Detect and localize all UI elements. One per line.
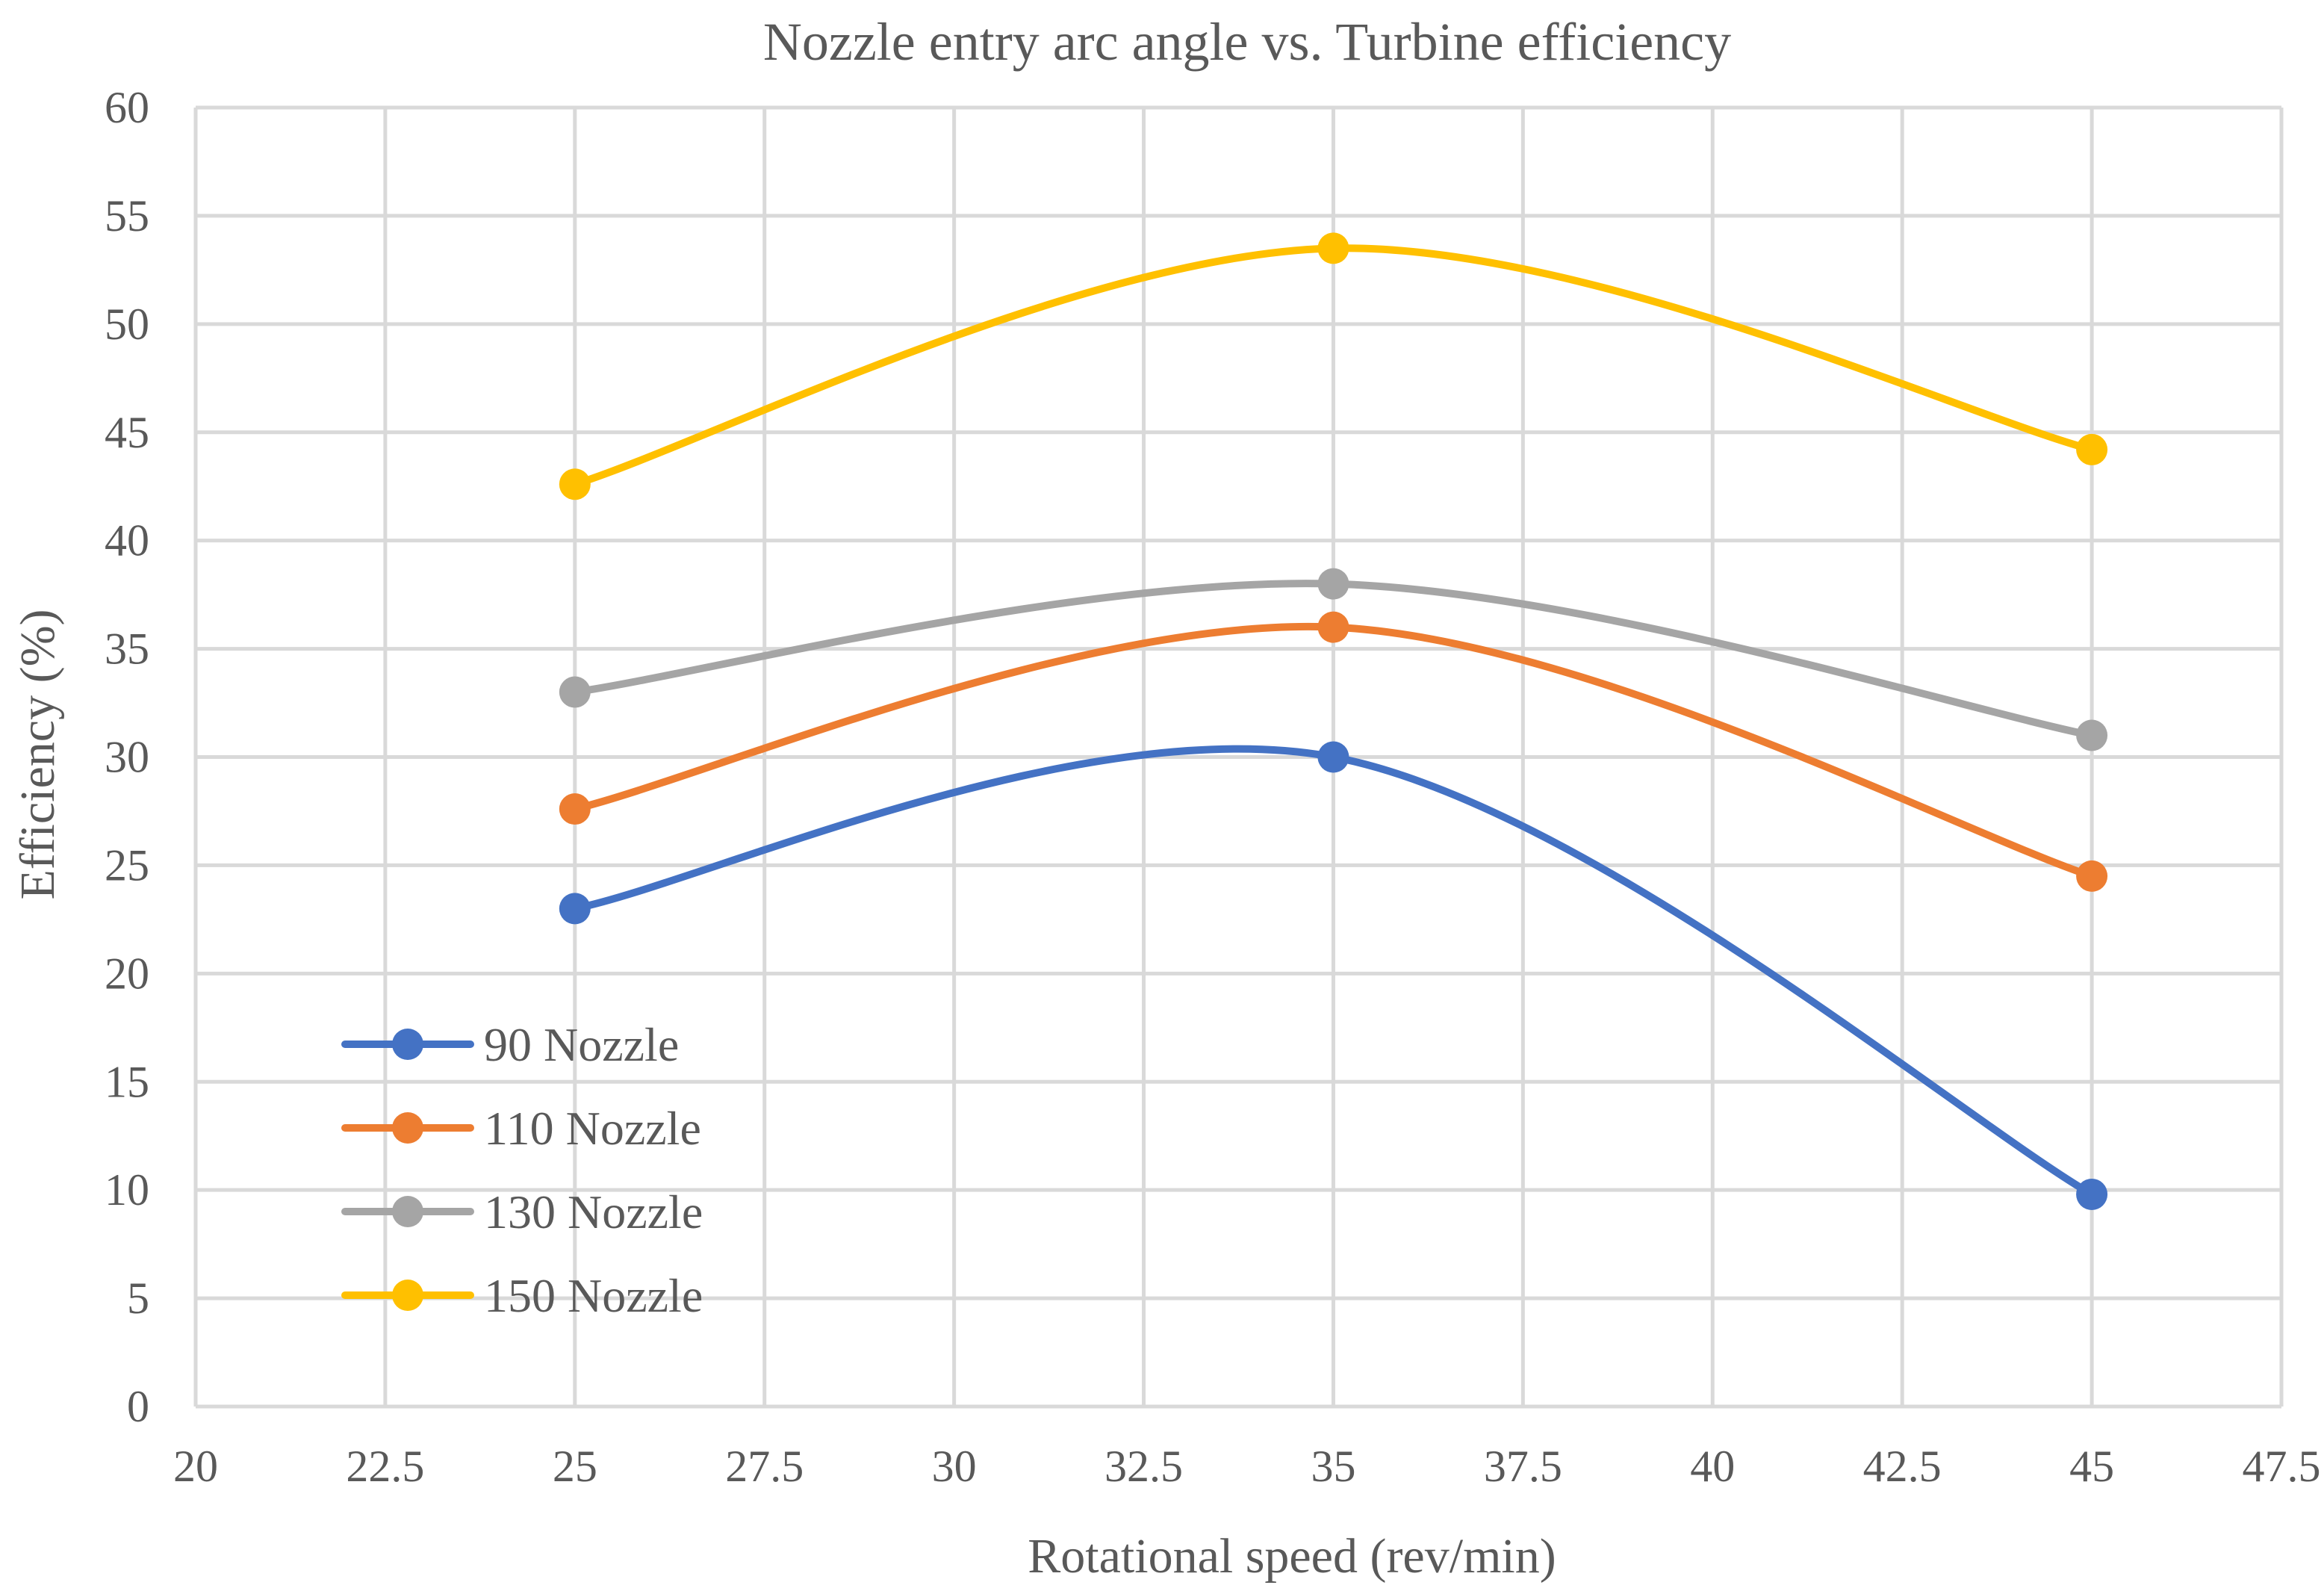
legend-item: 90 Nozzle: [341, 1018, 679, 1071]
x-tick-label: 22.5: [346, 1442, 424, 1491]
axes: 20 22.5 25 27.5 30 32.5 35 37.5 40 42.5 45 47.5 0 5 10…: [105, 83, 2321, 1491]
data-point: [1317, 741, 1349, 773]
series-layer: [559, 232, 2108, 1210]
x-tick-label: 47.5: [2243, 1442, 2321, 1491]
y-tick-label: 20: [105, 949, 149, 998]
y-tick-label: 30: [105, 733, 149, 782]
legend-marker: [392, 1029, 423, 1060]
y-tick-label: 55: [105, 191, 149, 241]
chart-title: Nozzle entry arc angle vs. Turbine effic…: [763, 12, 1731, 72]
data-point: [1317, 232, 1349, 264]
y-tick-label: 25: [105, 840, 149, 890]
data-point: [1317, 611, 1349, 643]
legend-label: 130 Nozzle: [484, 1185, 703, 1238]
series-130-nozzle: [559, 568, 2108, 751]
x-tick-label: 35: [1311, 1442, 1355, 1491]
y-tick-label: 5: [127, 1274, 149, 1323]
x-axis-title: Rotational speed (rev/min): [1028, 1529, 1556, 1584]
legend-label: 150 Nozzle: [484, 1269, 703, 1322]
x-tick-label: 37.5: [1484, 1442, 1562, 1491]
legend-marker: [392, 1196, 423, 1227]
legend-item: 130 Nozzle: [341, 1185, 703, 1238]
x-tick-label: 25: [553, 1442, 597, 1491]
data-point: [2076, 1178, 2108, 1210]
x-tick-label: 42.5: [1863, 1442, 1942, 1491]
data-point: [559, 893, 591, 925]
y-tick-label: 35: [105, 624, 149, 674]
y-tick-label: 40: [105, 516, 149, 565]
data-point: [559, 793, 591, 825]
data-point: [2076, 719, 2108, 751]
legend-marker: [392, 1112, 423, 1144]
legend-label: 110 Nozzle: [484, 1102, 701, 1155]
data-point: [2076, 860, 2108, 892]
series-150-nozzle: [559, 232, 2108, 500]
series-90-nozzle: [559, 741, 2108, 1210]
legend: 90 Nozzle 110 Nozzle 130 Nozzle 150 Nozzle: [341, 1018, 703, 1322]
y-tick-label: 60: [105, 83, 149, 132]
data-point: [1317, 568, 1349, 600]
data-point: [2076, 433, 2108, 465]
legend-marker: [392, 1280, 423, 1311]
legend-label: 90 Nozzle: [484, 1018, 679, 1071]
y-tick-label: 15: [105, 1057, 149, 1106]
y-tick-label: 10: [105, 1165, 149, 1215]
data-point: [559, 676, 591, 708]
x-tick-label: 40: [1690, 1442, 1735, 1491]
legend-item: 150 Nozzle: [341, 1269, 703, 1322]
data-point: [559, 468, 591, 500]
x-tick-label: 45: [2069, 1442, 2114, 1491]
gridlines: [193, 105, 2284, 1409]
y-tick-label: 45: [105, 408, 149, 457]
x-tick-label: 32.5: [1104, 1442, 1183, 1491]
x-tick-label: 20: [173, 1442, 218, 1491]
legend-item: 110 Nozzle: [341, 1102, 701, 1155]
y-tick-label: 0: [127, 1382, 149, 1431]
x-tick-label: 27.5: [725, 1442, 804, 1491]
y-axis-title: Efficiency (%): [10, 609, 65, 899]
series-110-nozzle: [559, 611, 2108, 892]
x-tick-label: 30: [932, 1442, 977, 1491]
y-tick-label: 50: [105, 300, 149, 349]
